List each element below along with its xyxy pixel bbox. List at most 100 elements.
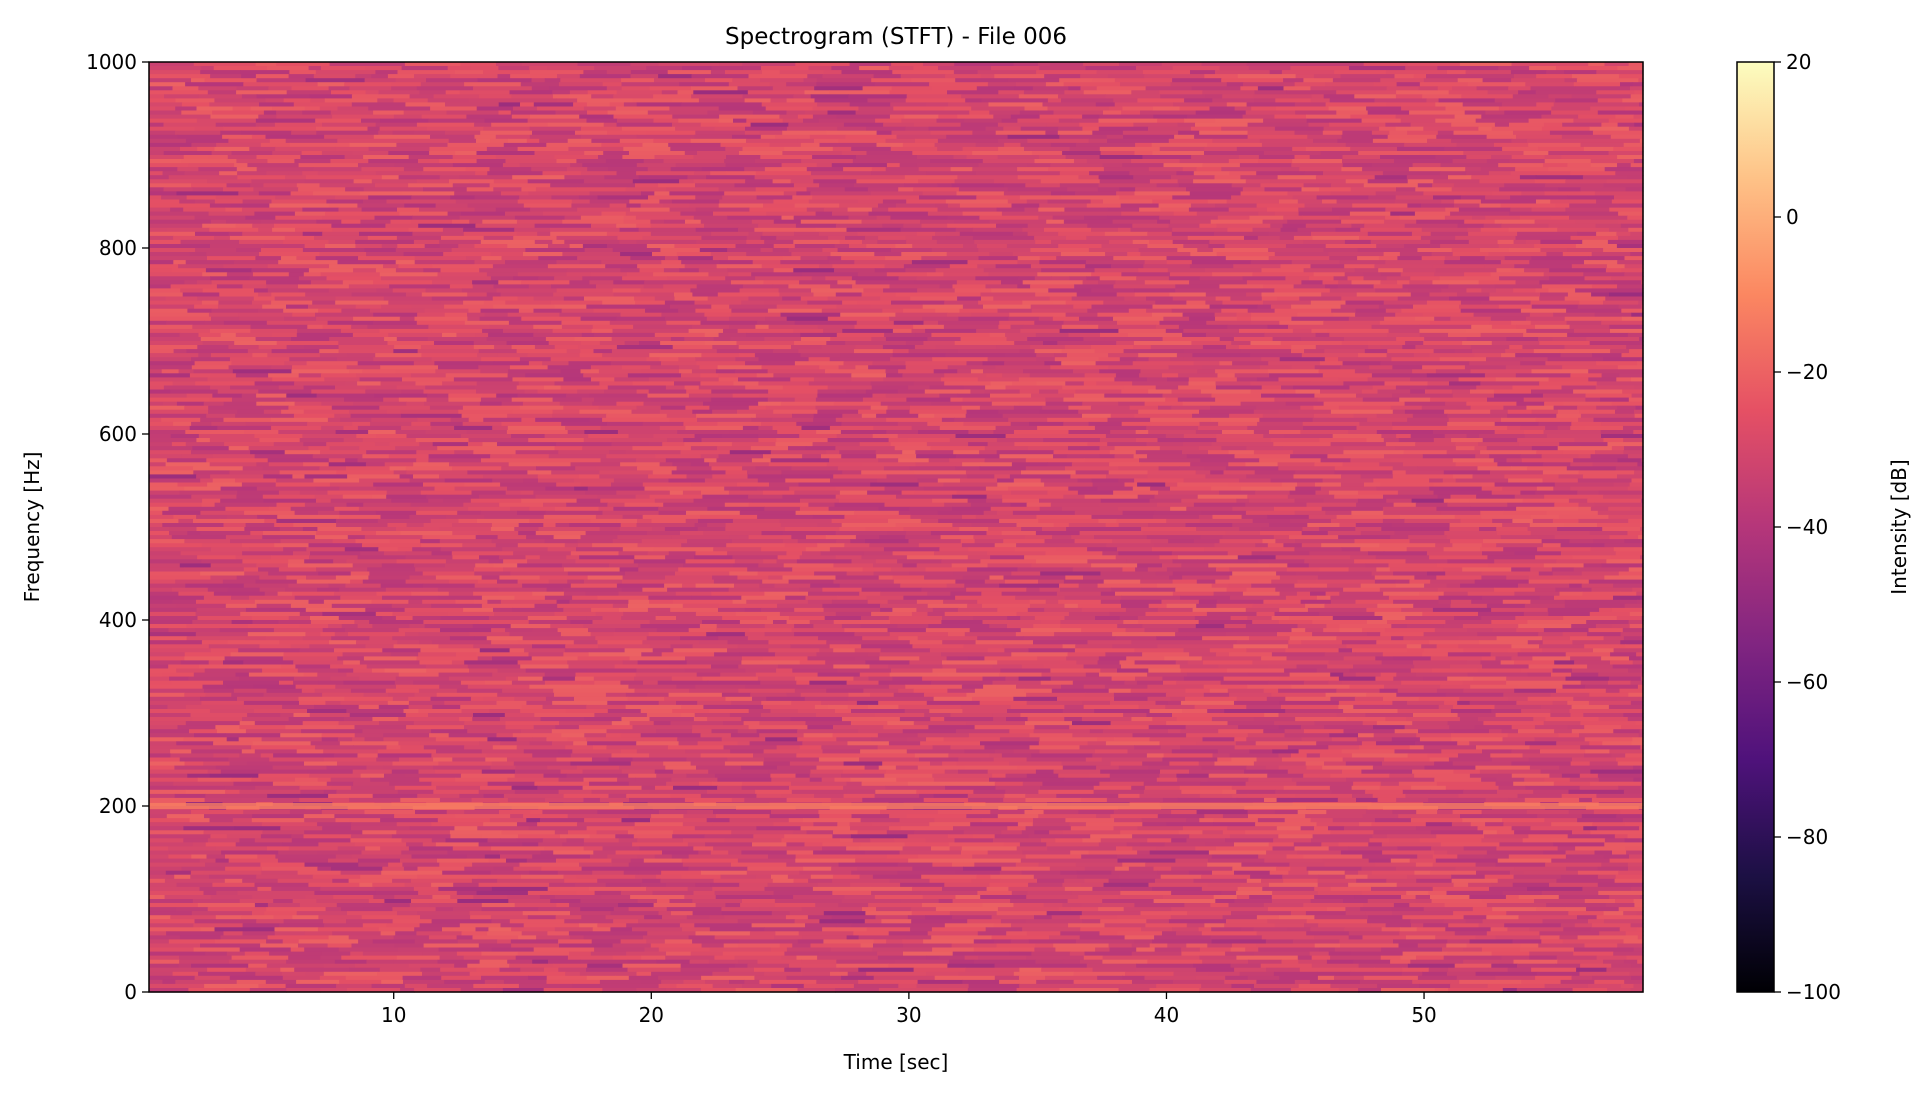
spectrogram-cell [173, 260, 187, 265]
spectrogram-cell [1422, 365, 1466, 370]
spectrogram-cell [1413, 304, 1460, 310]
spectrogram-cell [1393, 502, 1417, 508]
spectrogram-cell [489, 183, 551, 188]
spectrogram-cell [653, 118, 679, 124]
spectrogram-cell [217, 425, 272, 431]
spectrogram-cell [1061, 211, 1122, 217]
spectrogram-cell [1138, 248, 1178, 253]
spectrogram-cell [149, 308, 188, 314]
spectrogram-cell [1413, 353, 1431, 358]
spectrogram-cell [1017, 260, 1040, 265]
spectrogram-cell [1259, 458, 1322, 463]
spectrogram-cell [1303, 268, 1356, 273]
spectrogram-cell [1200, 535, 1224, 540]
spectrogram-cell [1253, 430, 1270, 435]
spectrogram-cell [975, 514, 1038, 520]
spectrogram-cell [395, 78, 427, 83]
spectrogram-cell [1395, 385, 1427, 391]
spectrogram-cell [290, 506, 335, 512]
spectrogram-cell [1410, 434, 1446, 439]
spectrogram-cell [1114, 446, 1161, 451]
spectrogram-cell [1133, 345, 1152, 350]
spectrogram-cell [745, 385, 784, 391]
spectrogram-cell [1494, 393, 1544, 399]
spectrogram-cell [742, 62, 796, 67]
spectrogram-cell [1536, 102, 1555, 108]
spectrogram-cell [599, 474, 649, 480]
spectrogram-cell [1332, 207, 1386, 213]
spectrogram-cell [454, 450, 474, 455]
spectrogram-cell [704, 332, 720, 338]
spectrogram-cell [429, 146, 488, 152]
spectrogram-cell [1383, 494, 1439, 500]
spectrogram-cell [1257, 235, 1281, 241]
spectrogram-cell [1368, 345, 1382, 350]
spectrogram-cell [161, 417, 201, 423]
spectrogram-cell [1372, 163, 1414, 168]
spectrogram-cell [161, 369, 180, 374]
spectrogram-cell [874, 82, 930, 87]
spectrogram-cell [1189, 280, 1248, 285]
spectrogram-cell [617, 535, 673, 540]
spectrogram-cell [380, 365, 439, 370]
spectrogram-cell [1449, 523, 1503, 528]
spectrogram-cell [646, 531, 681, 536]
spectrogram-cell [373, 280, 433, 285]
spectrogram-cell [1480, 248, 1510, 253]
spectrogram-cell [1066, 527, 1082, 532]
spectrogram-cell [1618, 74, 1644, 79]
spectrogram-cell [517, 199, 573, 205]
spectrogram-cell [527, 470, 552, 476]
spectrogram-cell [1330, 191, 1377, 197]
spectrogram-cell [1071, 296, 1125, 302]
spectrogram-cell [293, 413, 335, 419]
spectrogram-cell [314, 535, 349, 540]
spectrogram-cell [1042, 102, 1097, 108]
spectrogram-cell [707, 506, 765, 512]
spectrogram-cell [329, 62, 382, 67]
spectrogram-cell [798, 482, 858, 488]
spectrogram-cell [1567, 332, 1629, 338]
spectrogram-cell [1274, 506, 1323, 512]
spectrogram-cell [1611, 502, 1644, 508]
spectrogram-cell [624, 502, 664, 508]
spectrogram-cell [611, 357, 647, 362]
spectrogram-cell [268, 86, 293, 91]
spectrogram-cell [408, 155, 454, 160]
spectrogram-cell [842, 328, 894, 334]
spectrogram-cell [1436, 134, 1488, 140]
spectrogram-cell [650, 231, 712, 237]
spectrogram-cell [548, 244, 571, 249]
spectrogram-cell [499, 502, 544, 508]
spectrogram-cell [1107, 417, 1151, 423]
spectrogram-cell [1627, 531, 1644, 536]
spectrogram-cell [1027, 138, 1090, 144]
spectrogram-cell [1466, 288, 1482, 294]
spectrogram-cell [410, 502, 464, 508]
spectrogram-cell [1564, 70, 1597, 75]
spectrogram-cell [1432, 280, 1480, 285]
spectrogram-cell [179, 199, 196, 205]
spectrogram-cell [537, 474, 580, 480]
spectrogram-cell [1514, 494, 1545, 500]
spectrogram-cell [591, 223, 617, 229]
spectrogram-cell [149, 523, 163, 528]
spectrogram-cell [932, 357, 989, 362]
spectrogram-cell [727, 268, 775, 273]
spectrogram-cell [455, 199, 519, 205]
spectrogram-cell [1086, 235, 1142, 241]
spectrogram-cell [664, 300, 695, 306]
spectrogram-cell [658, 506, 708, 512]
spectrogram-cell [956, 191, 1005, 197]
spectrogram-cell [1438, 98, 1496, 104]
spectrogram-cell [742, 94, 794, 99]
spectrogram-cell [625, 450, 682, 455]
spectrogram-cell [518, 308, 535, 314]
spectrogram-cell [1323, 94, 1355, 99]
spectrogram-cell [840, 353, 894, 358]
spectrogram-cell [1455, 462, 1498, 467]
spectrogram-cell [149, 134, 179, 140]
spectrogram-cell [766, 211, 794, 217]
spectrogram-cell [1004, 142, 1022, 148]
spectrogram-cell [352, 332, 389, 338]
